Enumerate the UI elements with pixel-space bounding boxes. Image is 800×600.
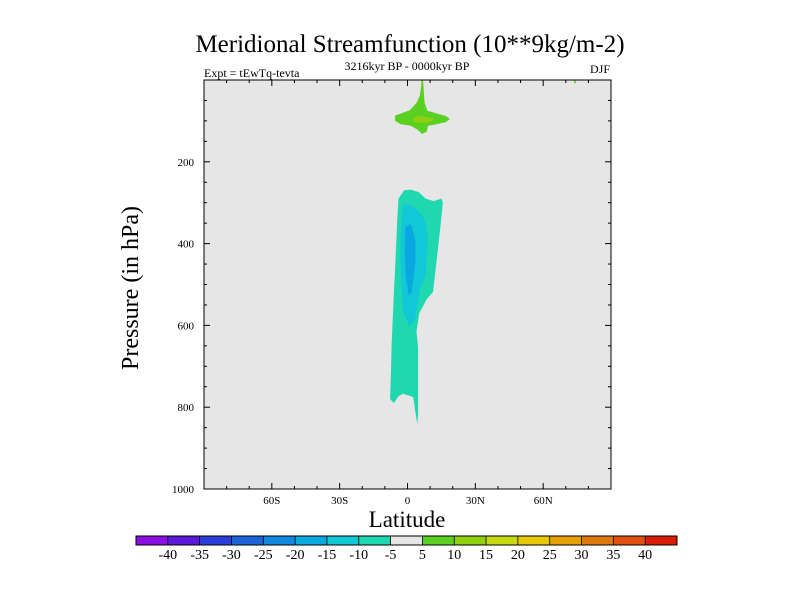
colorbar-label: -40 (158, 548, 177, 563)
contour-regions (390, 80, 576, 424)
contour-region-positive-5-10-edge (573, 80, 576, 84)
colorbar-label: 15 (479, 548, 493, 563)
x-tick-label: 30S (331, 495, 348, 507)
colorbar-swatch (358, 536, 391, 545)
colorbar-swatch (136, 536, 169, 545)
colorbar-swatch (549, 536, 582, 545)
colorbar-swatch (295, 536, 328, 545)
colorbar-label: 25 (543, 548, 557, 563)
colorbar-label: -25 (254, 548, 273, 563)
y-tick-label: 200 (178, 157, 195, 169)
y-tick-label: 1000 (172, 484, 195, 496)
y-tick-label: 600 (178, 320, 195, 332)
colorbar-label: 40 (638, 548, 652, 563)
colorbar-label: 30 (575, 548, 589, 563)
y-tick-label: 400 (178, 239, 195, 251)
colorbar-label: -30 (222, 548, 241, 563)
season-label: DJF (590, 62, 610, 76)
colorbar-swatch (454, 536, 487, 545)
colorbar-swatch (199, 536, 232, 545)
colorbar: -40 -35 -30 -25 -20 -15 -10 -5 5 10 15 20 25 30 35 40 (135, 535, 678, 563)
colorbar-swatch (486, 536, 519, 545)
x-tick-label: 30N (466, 495, 485, 507)
colorbar-swatch (517, 536, 550, 545)
colorbar-frame (135, 535, 678, 546)
colorbar-swatch (326, 536, 360, 545)
chart-title: Meridional Streamfunction (10**9kg/m-2) (195, 31, 624, 58)
y-axis-ticks: 200 400 600 800 1000 (172, 99, 611, 496)
period-label: 3216kyr BP - 0000kyr BP (345, 59, 470, 73)
y-axis-label: Pressure (in hPa) (118, 206, 144, 370)
x-axis-ticks: 60S 30S 0 30N 60N (226, 80, 589, 507)
colorbar-swatch (422, 536, 455, 545)
y-tick-label: 800 (178, 402, 195, 414)
colorbar-label: -20 (286, 548, 305, 563)
colorbar-label: 35 (606, 548, 620, 563)
colorbar-swatch (231, 536, 264, 545)
x-tick-label: 60N (534, 495, 553, 507)
colorbar-swatch (581, 536, 614, 545)
colorbar-swatch (613, 536, 646, 545)
contour-region-positive-5-10-upper (395, 80, 450, 134)
x-axis-label: Latitude (369, 507, 446, 532)
colorbar-swatch (645, 536, 678, 545)
colorbar-label: -10 (349, 548, 368, 563)
contour-region-negative-15-20-core (404, 224, 416, 295)
contour-region-positive-10-15-upper (412, 116, 435, 123)
x-tick-label: 0 (405, 495, 411, 507)
colorbar-label: -15 (318, 548, 337, 563)
colorbar-label: -5 (385, 548, 397, 563)
colorbar-label: 20 (511, 548, 525, 563)
colorbar-swatch (263, 536, 296, 545)
x-tick-label: 60S (263, 495, 280, 507)
colorbar-label: -35 (190, 548, 209, 563)
colorbar-swatch (167, 536, 200, 545)
colorbar-swatch (390, 536, 423, 545)
colorbar-label: 5 (419, 548, 426, 563)
experiment-label: Expt = tEwTq-tevta (204, 66, 300, 80)
colorbar-label: 10 (447, 548, 461, 563)
